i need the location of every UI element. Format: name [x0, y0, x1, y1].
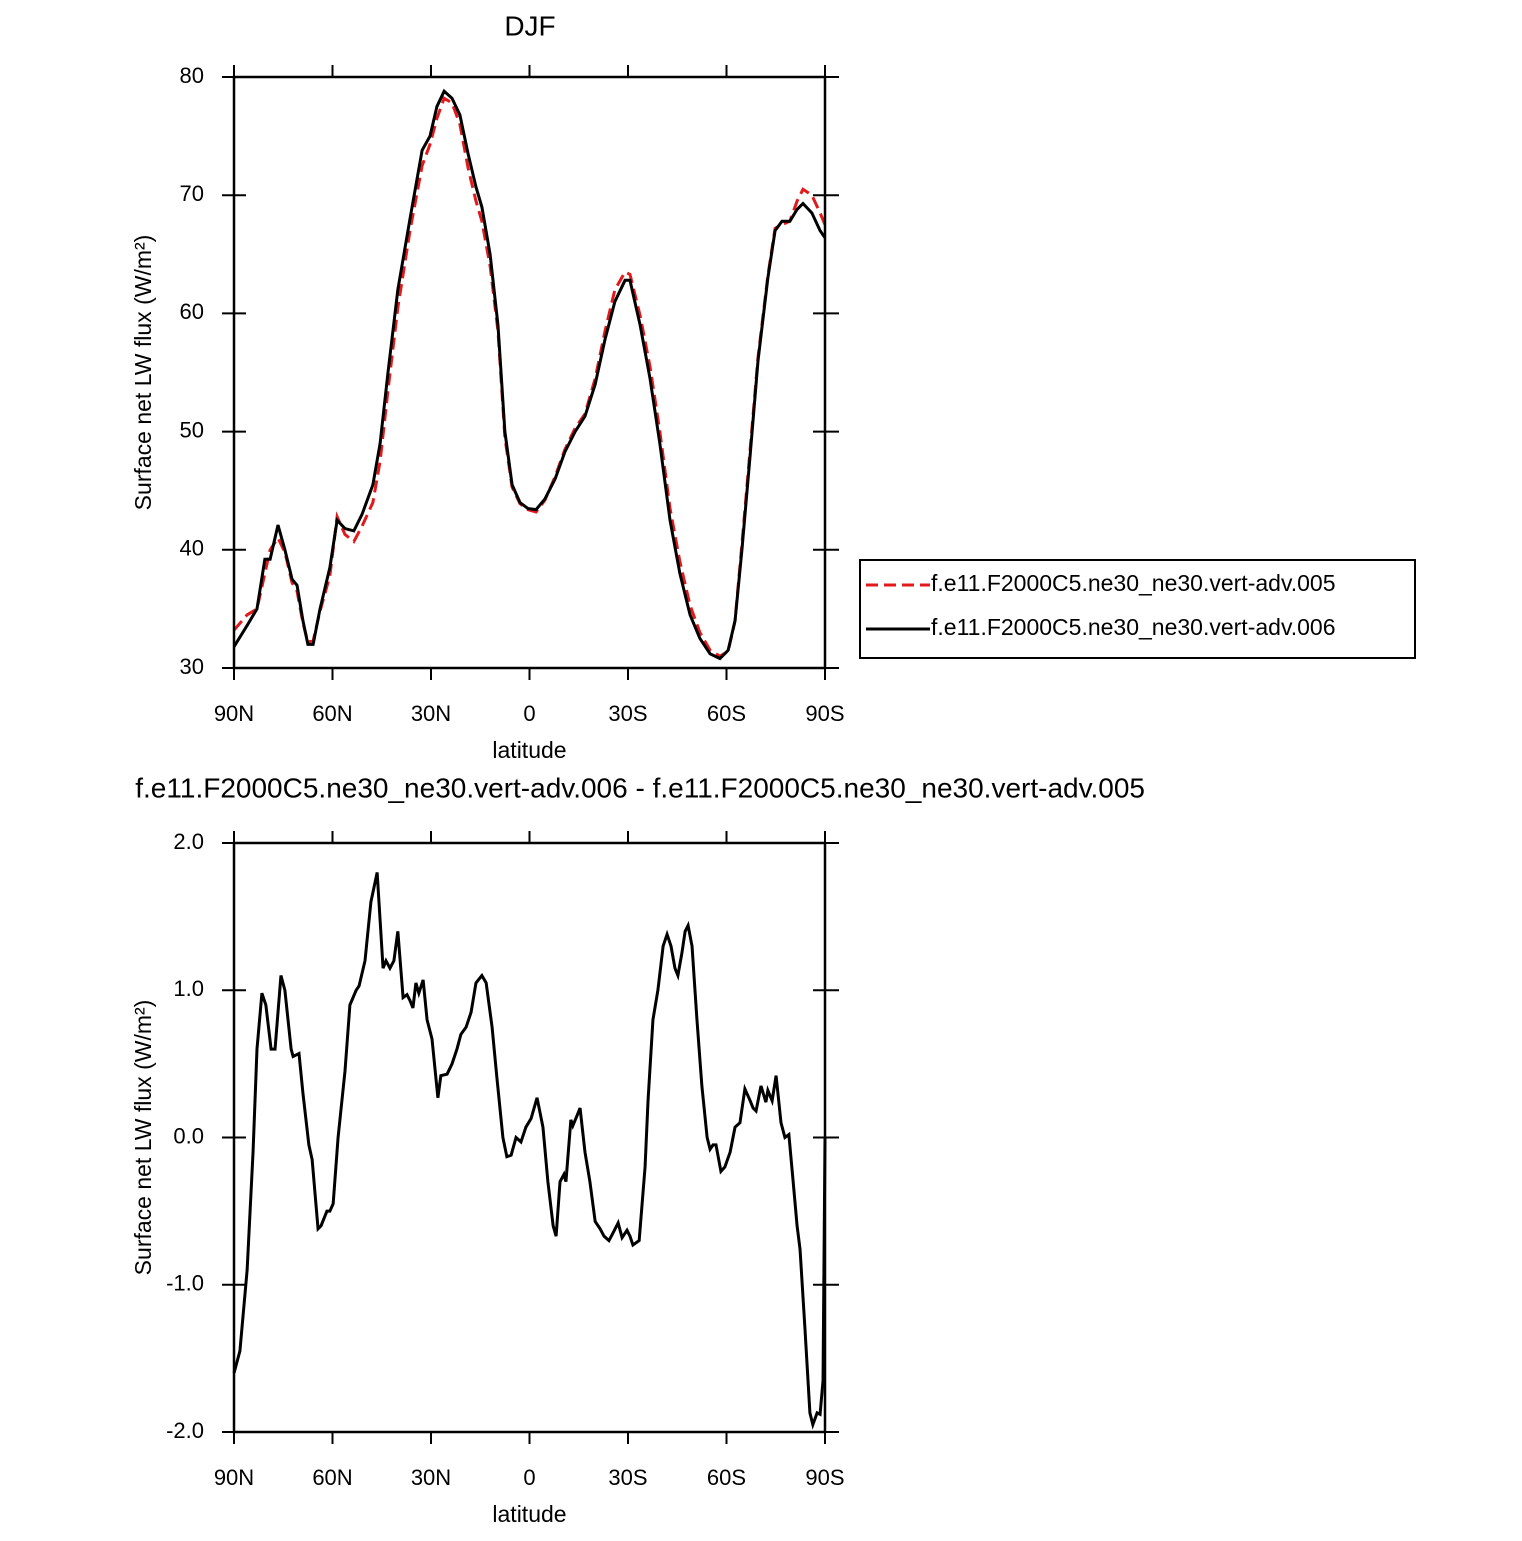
- y-tick-label: 30: [180, 654, 204, 679]
- x-tick-label: 60S: [707, 701, 746, 726]
- y-tick-label: 80: [180, 63, 204, 88]
- data-line: [232, 872, 827, 1430]
- x-axis-label: latitude: [492, 1501, 566, 1527]
- y-tick-label: -2.0: [166, 1418, 204, 1443]
- x-tick-label: 90N: [214, 701, 254, 726]
- y-tick-label: 1.0: [173, 976, 204, 1001]
- y-tick-label: -1.0: [166, 1271, 204, 1296]
- x-tick-label: 0: [523, 1465, 535, 1490]
- data-line: [232, 88, 827, 661]
- y-tick-label: 2.0: [173, 829, 204, 854]
- y-tick-label: 0.0: [173, 1123, 204, 1148]
- plot-frame: [232, 841, 827, 1434]
- x-tick-label: 90S: [805, 1465, 844, 1490]
- x-tick-label: 90S: [805, 701, 844, 726]
- x-tick-label: 30N: [411, 701, 451, 726]
- x-tick-label: 30S: [608, 1465, 647, 1490]
- x-tick-label: 60S: [707, 1465, 746, 1490]
- x-axis-label: latitude: [492, 737, 566, 763]
- y-axis-label: Surface net LW flux (W/m²): [130, 235, 156, 511]
- legend-label: f.e11.F2000C5.ne30_ne30.vert-adv.005: [931, 570, 1336, 596]
- y-tick-label: 70: [180, 181, 204, 206]
- x-tick-label: 30S: [608, 701, 647, 726]
- legend-label: f.e11.F2000C5.ne30_ne30.vert-adv.006: [931, 614, 1336, 640]
- x-tick-label: 90N: [214, 1465, 254, 1490]
- data-line: [232, 96, 827, 658]
- y-tick-label: 60: [180, 299, 204, 324]
- y-tick-label: 50: [180, 417, 204, 442]
- x-tick-label: 60N: [312, 701, 352, 726]
- plot-frame: [232, 75, 827, 670]
- y-axis-label: Surface net LW flux (W/m²): [130, 1000, 156, 1276]
- chart-title: DJF: [504, 10, 555, 41]
- x-tick-label: 0: [523, 701, 535, 726]
- x-tick-label: 30N: [411, 1465, 451, 1490]
- chart-title: f.e11.F2000C5.ne30_ne30.vert-adv.006 - f…: [135, 772, 1145, 803]
- x-tick-label: 60N: [312, 1465, 352, 1490]
- y-tick-label: 40: [180, 536, 204, 561]
- legend-box: [859, 559, 1416, 659]
